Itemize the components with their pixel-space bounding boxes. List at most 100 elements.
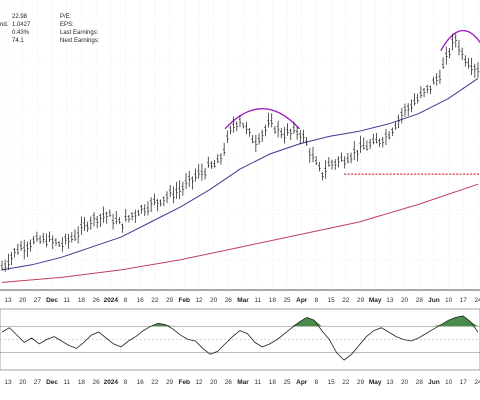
ohlc-bar	[273, 126, 277, 134]
ohlc-bar	[19, 240, 23, 251]
ohlc-bar	[276, 120, 280, 138]
ohlc-bar	[83, 217, 86, 232]
x-tick-label: 24	[474, 297, 480, 304]
ohlc-bar	[64, 233, 67, 245]
ohlc-bar	[105, 211, 109, 224]
ohlc-bar	[264, 124, 267, 137]
ohlc-bar	[10, 252, 13, 266]
ohlc-bar	[143, 204, 147, 216]
ohlc-bar	[318, 161, 321, 172]
ohlc-bar	[26, 241, 29, 257]
x-tick-label: 29	[166, 379, 174, 386]
ohlc-bar	[346, 153, 350, 164]
ohlc-bar	[422, 87, 426, 98]
ohlc-bar	[7, 253, 10, 270]
x-tick-label: 20	[210, 379, 218, 386]
x-tick-label: 18	[78, 379, 86, 386]
x-tick-label: Mar	[237, 379, 249, 386]
ohlc-bar	[99, 213, 102, 227]
stat-value-1: 22.98	[12, 14, 28, 20]
ohlc-bar	[397, 114, 400, 129]
ohlc-bar	[248, 127, 251, 137]
x-tick-label: 16	[137, 297, 145, 304]
ohlc-bar	[305, 137, 308, 146]
ohlc-bar	[16, 243, 20, 255]
ohlc-bar	[203, 168, 207, 180]
ohlc-bar	[356, 150, 359, 162]
ohlc-bar	[349, 152, 353, 164]
ohlc-bar	[387, 131, 391, 140]
ohlc-bar	[400, 107, 404, 124]
ohlc-bar	[124, 209, 128, 222]
ohlc-bar	[311, 146, 315, 163]
x-tick-label: 8	[315, 379, 319, 386]
ohlc-bar	[127, 214, 131, 223]
x-tick-label: 11	[63, 297, 70, 304]
x-tick-label: 25	[283, 379, 291, 386]
ohlc-bar	[254, 135, 258, 152]
ohlc-bar	[146, 201, 150, 216]
ohlc-bar	[425, 84, 429, 94]
ohlc-bar	[86, 221, 89, 232]
x-tick-label: 17	[460, 379, 468, 386]
x-tick-label: 29	[357, 297, 365, 304]
ohlc-bar	[92, 212, 96, 227]
ohlc-bar	[473, 63, 477, 78]
x-tick-label: 13	[386, 297, 394, 304]
ohlc-bar	[444, 46, 448, 65]
ohlc-bar	[165, 191, 169, 204]
ohlc-bar	[57, 241, 61, 248]
ohlc-bar	[153, 193, 156, 206]
ohlc-bar	[435, 73, 439, 86]
arc-top-annotation	[440, 30, 480, 52]
x-tick-label: Apr	[296, 297, 308, 304]
x-tick-label: 15	[328, 297, 336, 304]
ohlc-bar	[381, 136, 385, 148]
oscillator-gridlines	[0, 325, 480, 354]
ohlc-bar	[137, 209, 140, 216]
ohlc-bar	[429, 85, 432, 95]
ohlc-bar	[175, 181, 178, 199]
ohlc-bar	[22, 239, 26, 260]
x-tick-label: 26	[93, 297, 101, 304]
ohlc-bar	[187, 170, 191, 187]
ohlc-bar	[384, 128, 388, 146]
ohlc-bar	[267, 112, 270, 128]
x-tick-label: 29	[357, 379, 365, 386]
ohlc-bar	[279, 128, 283, 139]
ohlc-bar	[181, 181, 185, 196]
ohlc-bar	[118, 217, 121, 224]
ohlc-bar	[95, 215, 99, 229]
x-tick-label: 20	[210, 297, 218, 304]
x-tick-label: 18	[78, 297, 86, 304]
ohlc-bar	[343, 156, 347, 169]
ohlc-bar	[245, 121, 248, 135]
ohlc-bar	[194, 168, 197, 182]
right-label-last-earnings: Last Earnings:	[60, 30, 99, 36]
ohlc-bar	[451, 33, 454, 51]
stat-label-fragment: nd.	[0, 22, 9, 28]
ohlc-bar	[197, 164, 201, 179]
ohlc-bar	[102, 206, 105, 223]
x-tick-label: Feb	[178, 297, 190, 304]
x-tick-label: 20	[401, 297, 409, 304]
ohlc-bar	[45, 233, 48, 248]
ohlc-bar	[232, 116, 235, 133]
annotations	[224, 30, 480, 175]
ohlc-bar	[89, 216, 93, 230]
price-panel	[0, 0, 480, 291]
ohlc-bar	[352, 141, 356, 161]
ohlc-bar	[149, 197, 153, 212]
right-label-eps: EPS:	[60, 22, 74, 28]
ohlc-bar	[295, 126, 299, 140]
ohlc-bar	[375, 132, 378, 144]
ohlc-bar	[184, 172, 188, 190]
ohlc-bar	[270, 113, 274, 128]
x-tick-label: 8	[124, 379, 128, 386]
ohlc-bar	[226, 130, 229, 143]
x-tick-label: 20	[19, 297, 27, 304]
ohlc-bar	[76, 226, 80, 244]
ohlc-bar	[391, 127, 394, 137]
ohlc-bar	[29, 239, 32, 252]
ohlc-bar	[467, 57, 470, 69]
